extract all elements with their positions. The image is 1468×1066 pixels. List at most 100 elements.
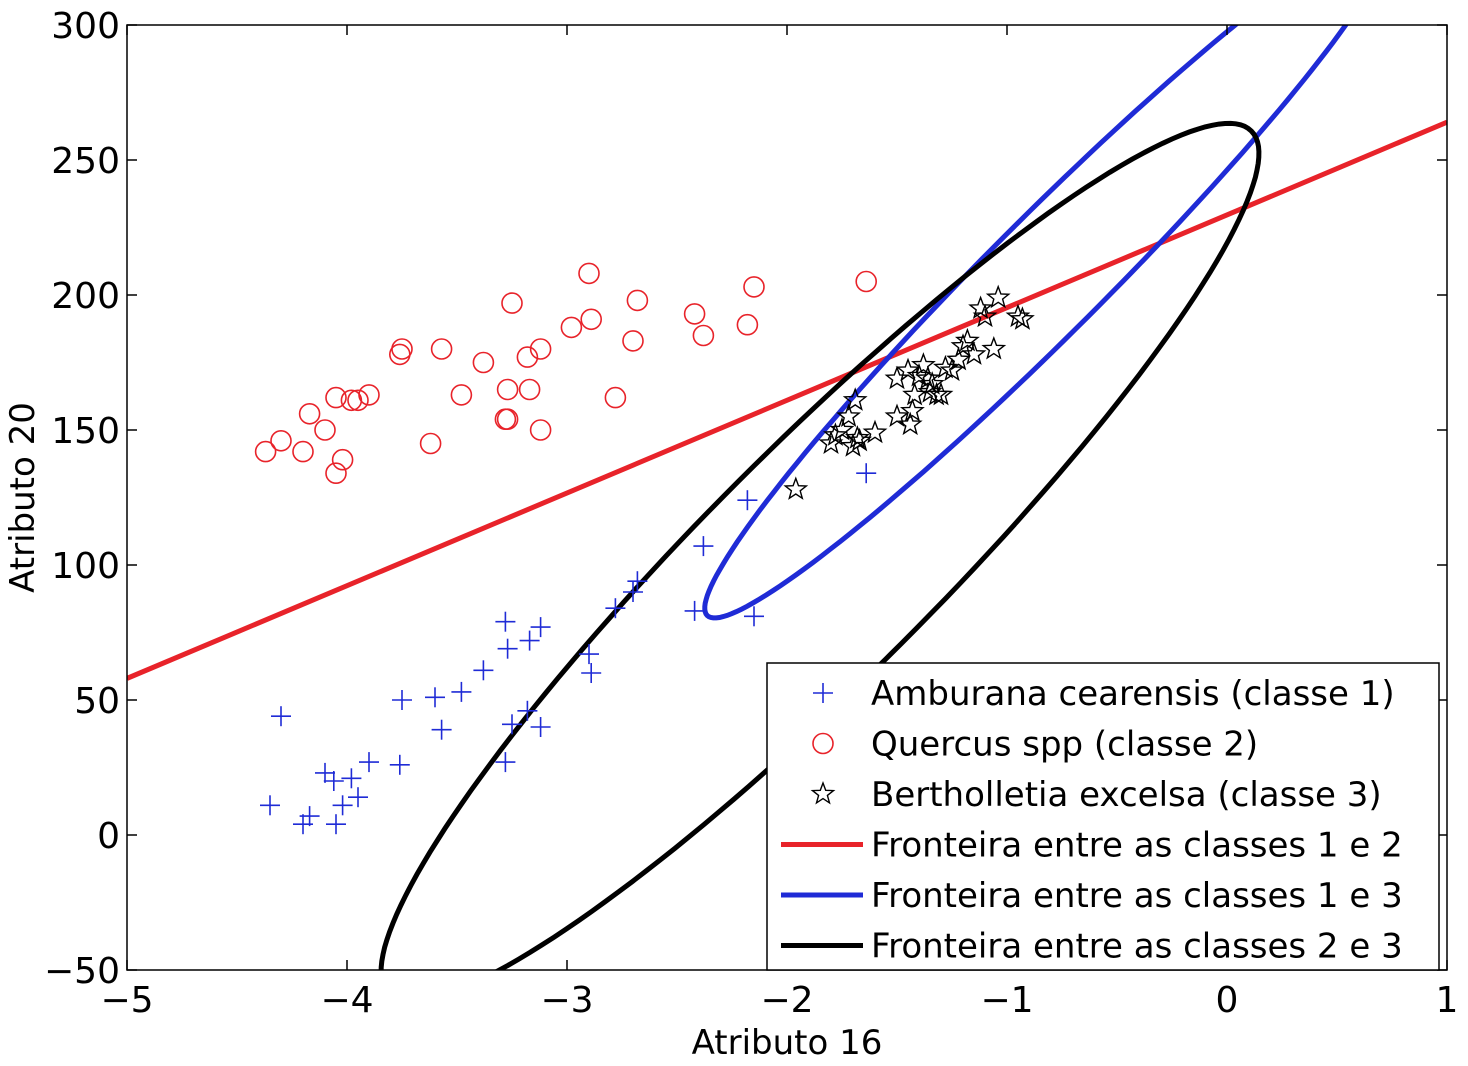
- data-point-plus: [341, 768, 362, 789]
- data-point-circle: [496, 408, 519, 431]
- data-point-plus: [744, 606, 764, 627]
- data-point-plus: [271, 706, 291, 727]
- data-point-circle: [472, 351, 495, 374]
- data-point-circle: [518, 378, 541, 401]
- data-point-circle: [529, 419, 552, 441]
- data-point-circle: [391, 338, 413, 360]
- y-tick-label: 250: [51, 141, 120, 182]
- data-point-star: [840, 433, 866, 457]
- x-tick-label: −5: [100, 980, 153, 1021]
- boundary-ellipse-2-3: [378, 120, 1262, 970]
- data-point-circle: [578, 262, 600, 285]
- data-point-star: [884, 365, 910, 390]
- data-point-circle: [325, 462, 347, 485]
- data-point-star: [842, 387, 868, 411]
- data-point-circle: [430, 338, 453, 360]
- data-point-star: [897, 411, 923, 436]
- data-point-plus: [323, 771, 344, 791]
- data-point-plus: [431, 719, 452, 740]
- boundary-ellipse-1-3: [702, 25, 1349, 621]
- data-point-star: [844, 425, 870, 449]
- data-point-plus: [425, 687, 445, 708]
- data-point-star: [919, 371, 945, 395]
- data-point-plus: [579, 644, 599, 665]
- legend-label: Bertholletia excelsa (classe 3): [871, 775, 1382, 815]
- data-point-star: [954, 327, 980, 352]
- data-point-star: [939, 357, 965, 382]
- data-point-plus: [856, 463, 877, 484]
- data-point-circle: [347, 389, 369, 412]
- data-point-star: [972, 303, 998, 328]
- data-point-circle: [855, 270, 878, 293]
- data-point-plus: [260, 795, 280, 816]
- point-layer: [254, 262, 1035, 835]
- data-point-plus: [693, 536, 714, 557]
- y-tick-label: −50: [44, 951, 120, 992]
- data-point-circle: [516, 346, 539, 368]
- legend-label: Fronteira entre as classes 2 e 3: [871, 927, 1403, 967]
- data-point-star: [910, 352, 936, 376]
- x-tick-label: 1: [1436, 980, 1459, 1021]
- data-point-star: [884, 403, 910, 428]
- x-tick-label: −1: [980, 980, 1033, 1021]
- legend-label: Fronteira entre as classes 1 e 2: [871, 826, 1403, 866]
- legend-box: [766, 662, 1440, 971]
- data-point-circle: [270, 429, 292, 452]
- data-point-star: [818, 430, 844, 455]
- data-point-star: [783, 476, 809, 500]
- x-tick-label: −4: [320, 980, 373, 1021]
- legend-marker-plus: [813, 683, 833, 703]
- data-point-plus: [495, 752, 516, 773]
- data-point-circle: [331, 448, 354, 471]
- data-point-plus: [359, 752, 379, 773]
- y-tick-label: 0: [97, 816, 120, 857]
- data-point-star: [946, 346, 972, 371]
- data-point-plus: [497, 638, 518, 659]
- data-point-plus: [389, 754, 410, 775]
- data-point-plus: [495, 611, 516, 632]
- data-point-circle: [292, 440, 314, 463]
- data-point-circle: [314, 419, 336, 441]
- data-point-star: [862, 419, 888, 444]
- data-point-plus: [605, 598, 626, 619]
- legend-label: Fronteira entre as classes 1 e 3: [871, 876, 1403, 916]
- data-point-circle: [298, 402, 321, 425]
- data-point-star: [836, 403, 862, 428]
- data-point-circle: [358, 384, 380, 406]
- data-point-plus: [392, 690, 412, 710]
- data-point-circle: [419, 432, 442, 455]
- data-point-circle: [692, 324, 715, 347]
- y-axis-title: Atributo 20: [3, 402, 43, 593]
- legend: Amburana cearensis (classe 1) Quercus spp…: [766, 662, 1440, 971]
- data-point-star: [822, 422, 848, 446]
- data-point-plus: [502, 714, 522, 735]
- y-tick-label: 150: [51, 411, 120, 452]
- data-point-circle: [604, 386, 627, 409]
- data-point-plus: [326, 814, 346, 835]
- data-point-plus: [623, 582, 643, 602]
- x-axis-title: Atributo 16: [692, 1023, 883, 1063]
- data-point-plus: [519, 630, 540, 651]
- legend-label: Amburana cearensis (classe 1): [871, 674, 1395, 714]
- data-point-star: [915, 365, 941, 390]
- data-point-star: [895, 357, 921, 382]
- data-point-plus: [348, 787, 368, 808]
- data-point-circle: [529, 338, 552, 360]
- data-point-star: [981, 335, 1007, 360]
- data-point-circle: [743, 276, 765, 298]
- data-point-star: [985, 284, 1011, 309]
- data-point-circle: [736, 313, 759, 336]
- y-tick-label: 300: [51, 6, 120, 47]
- data-point-circle: [496, 378, 519, 401]
- boundary-layer: [127, 25, 1447, 970]
- data-point-plus: [451, 681, 472, 702]
- x-tick-label: 0: [1216, 980, 1239, 1021]
- legend-marker-circle: [812, 732, 834, 755]
- data-point-circle: [626, 289, 649, 312]
- legend-marker-star: [810, 780, 836, 805]
- data-point-circle: [683, 303, 706, 325]
- data-point-circle: [450, 384, 473, 406]
- data-point-star: [899, 398, 925, 422]
- data-point-plus: [581, 663, 602, 683]
